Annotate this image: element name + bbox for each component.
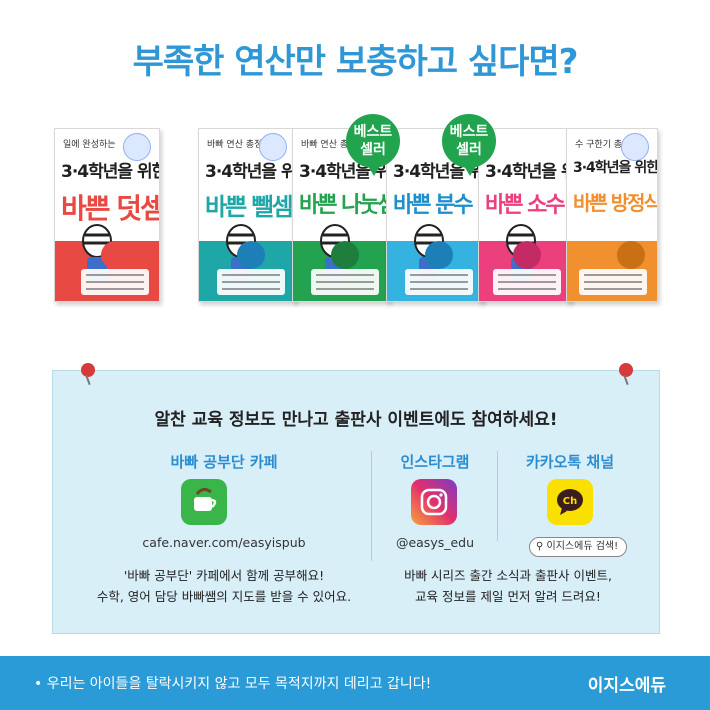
contents-badge-icon <box>101 241 129 269</box>
right-desc-line1: 바빠 시리즈 출간 소식과 출판사 이벤트, <box>404 568 612 583</box>
instagram-handle-link[interactable]: @easys_edu <box>395 535 475 550</box>
cafe-desc-line2: 수학, 영어 담당 바빠쌤의 지도를 받을 수 있어요. <box>96 589 352 604</box>
book-grade-label: 3·4학년을 위한 <box>61 162 160 182</box>
contents-badge-icon <box>331 241 359 269</box>
footer-bar: • 우리는 아이들을 탈락시키지 않고 모두 목적지까지 데리고 갑니다! 이지… <box>0 656 710 710</box>
notice-title: 알찬 교육 정보도 만나고 출판사 이벤트에도 참여하세요! <box>154 410 558 430</box>
pushpin-icon <box>619 363 633 377</box>
book-grade-label: 3·4학년을 위한 <box>485 162 571 182</box>
book-lineup: 일에 완성하는 3·4학년을 위한 바쁜 덧셈 바빠 연산 총정리 3·4학년을… <box>0 114 710 302</box>
book-grade-label: 3·4학년을 위한 <box>573 160 658 176</box>
book-cover-addition[interactable]: 일에 완성하는 3·4학년을 위한 바쁜 덧셈 <box>54 128 160 302</box>
book-title: 바쁜 방정식 <box>573 191 658 215</box>
kakao-column: 카카오톡 채널 <box>505 451 635 472</box>
bestseller-badge: 베스트 셀러 <box>442 114 496 176</box>
info-notice-panel: 알찬 교육 정보도 만나고 출판사 이벤트에도 참여하세요! 바빠 공부단 카페… <box>52 363 660 634</box>
contents-badge-icon <box>617 241 645 269</box>
kakao-label: 카카오톡 채널 <box>525 453 615 471</box>
book-grade-label: 3·4학년을 위한 <box>393 162 484 182</box>
book-series-label: 수 구한기 총정리 <box>575 140 639 150</box>
book-series-label: 바빠 연산 총정리 <box>207 140 271 150</box>
instagram-icon[interactable] <box>411 479 457 525</box>
cafe-url-link[interactable]: cafe.naver.com/easyispub <box>142 535 306 550</box>
column-divider <box>497 451 498 541</box>
book-cover-subtraction[interactable]: 바빠 연산 총정리 3·4학년을 위한 바쁜 뺄셈 <box>198 128 296 302</box>
book-title: 바쁜 소수 <box>485 193 566 218</box>
book-title: 바쁜 분수 <box>393 193 474 218</box>
contents-badge-icon <box>237 241 265 269</box>
book-contents-box <box>493 269 561 295</box>
book-contents-box <box>579 269 647 295</box>
pushpin-icon <box>81 363 95 377</box>
book-contents-box <box>81 269 149 295</box>
kakao-search-text: 이지스에듀 검색! <box>546 541 619 552</box>
cafe-description: '바빠 공부단' 카페에서 함께 공부해요! 수학, 영어 담당 바빠쌤의 지도… <box>93 565 355 607</box>
bestseller-line2: 셀러 <box>360 142 386 158</box>
book-title: 바쁜 뺄셈 <box>205 193 294 221</box>
cafe-column: 바빠 공부단 카페 <box>149 451 299 472</box>
book-series-label: 일에 완성하는 <box>63 140 116 150</box>
right-description: 바빠 시리즈 출간 소식과 출판사 이벤트, 교육 정보를 제일 먼저 알려 드… <box>383 565 633 607</box>
bestseller-badge: 베스트 셀러 <box>346 114 400 176</box>
instagram-label: 인스타그램 <box>400 453 470 471</box>
award-seal-icon <box>259 133 287 161</box>
cafe-label: 바빠 공부단 카페 <box>170 453 278 471</box>
book-contents-box <box>405 269 473 295</box>
award-seal-icon <box>621 133 649 161</box>
book-series-label: 바빠 연산 총정리 <box>301 140 365 150</box>
column-divider <box>371 451 372 561</box>
book-contents-box <box>217 269 285 295</box>
book-grade-label: 3·4학년을 위한 <box>205 162 296 182</box>
footer-slogan: • 우리는 아이들을 탈락시키지 않고 모두 목적지까지 데리고 갑니다! <box>34 676 432 692</box>
instagram-handle-wrap: @easys_edu <box>377 535 493 550</box>
book-cover-equations[interactable]: 수 구한기 총정리 3·4학년을 위한 바쁜 방정식 <box>566 128 658 302</box>
contents-badge-icon <box>513 241 541 269</box>
kakao-icon-text: Ch <box>563 496 577 507</box>
bestseller-line1: 베스트 <box>353 124 393 140</box>
instagram-column: 인스타그램 <box>383 451 487 472</box>
kakao-search-pill[interactable]: ⚲ 이지스에듀 검색! <box>529 537 628 557</box>
book-title: 바쁜 덧셈 <box>61 192 160 225</box>
cafe-url-wrap: cafe.naver.com/easyispub <box>109 535 339 550</box>
book-contents-box <box>311 269 379 295</box>
page-headline: 부족한 연산만 보충하고 싶다면? <box>132 42 579 82</box>
footer-brand-logo[interactable]: 이지스에듀 <box>587 676 666 696</box>
search-icon: ⚲ <box>536 541 544 552</box>
cafe-desc-line1: '바빠 공부단' 카페에서 함께 공부해요! <box>123 568 325 583</box>
bestseller-line2: 셀러 <box>456 142 482 158</box>
award-seal-icon <box>123 133 151 161</box>
right-desc-line2: 교육 정보를 제일 먼저 알려 드려요! <box>415 589 601 604</box>
kakao-channel-icon[interactable]: Ch <box>547 479 593 525</box>
bestseller-line1: 베스트 <box>449 124 489 140</box>
naver-cafe-icon[interactable] <box>181 479 227 525</box>
book-cover-decimals[interactable]: 3·4학년을 위한 바쁜 소수 <box>478 128 572 302</box>
contents-badge-icon <box>425 241 453 269</box>
book-title: 바쁜 나눗셈 <box>299 193 390 218</box>
